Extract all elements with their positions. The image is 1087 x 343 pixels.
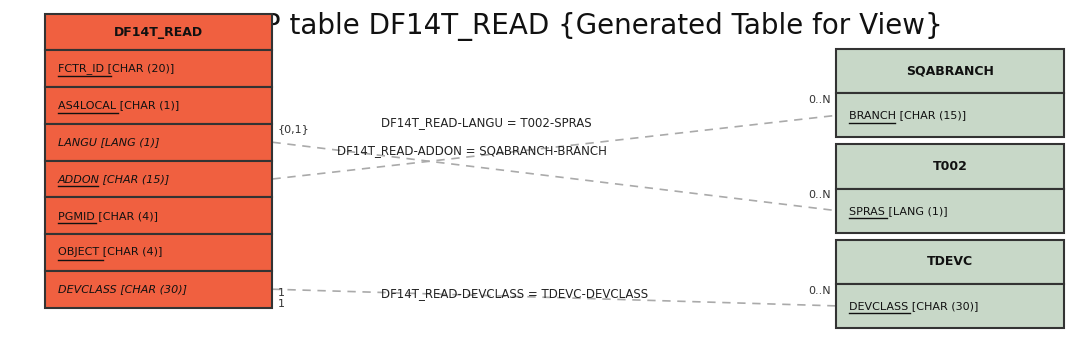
Text: 0..N: 0..N [809,286,830,296]
Text: BRANCH [CHAR (15)]: BRANCH [CHAR (15)] [849,110,966,120]
Text: DF14T_READ-ADDON = SQABRANCH-BRANCH: DF14T_READ-ADDON = SQABRANCH-BRANCH [337,144,608,157]
Text: AS4LOCAL [CHAR (1)]: AS4LOCAL [CHAR (1)] [58,100,179,110]
Text: 0..N: 0..N [809,95,830,105]
Bar [836,144,1064,189]
Bar [836,93,1064,138]
Text: {0,1}: {0,1} [278,124,310,134]
Bar [45,161,273,197]
Text: DEVCLASS [CHAR (30)]: DEVCLASS [CHAR (30)] [58,284,187,294]
Text: DF14T_READ-LANGU = T002-SPRAS: DF14T_READ-LANGU = T002-SPRAS [380,116,591,129]
Bar [45,14,273,50]
Text: OBJECT [CHAR (4)]: OBJECT [CHAR (4)] [58,247,162,258]
Text: T002: T002 [933,160,967,173]
Bar [836,49,1064,93]
Text: SAP ABAP table DF14T_READ {Generated Table for View}: SAP ABAP table DF14T_READ {Generated Tab… [145,12,942,40]
Bar [45,50,273,87]
Bar [836,239,1064,284]
Text: FCTR_ID [CHAR (20)]: FCTR_ID [CHAR (20)] [58,63,174,74]
Text: SPRAS [LANG (1)]: SPRAS [LANG (1)] [849,205,948,216]
Text: DF14T_READ: DF14T_READ [114,25,203,38]
Text: ADDON [CHAR (15)]: ADDON [CHAR (15)] [58,174,170,184]
Text: SQABRANCH: SQABRANCH [907,64,994,78]
Text: 0..N: 0..N [809,190,830,200]
Text: PGMID [CHAR (4)]: PGMID [CHAR (4)] [58,211,158,221]
Bar [45,197,273,234]
Bar [45,124,273,161]
Text: LANGU [LANG (1)]: LANGU [LANG (1)] [58,137,160,147]
Bar [45,234,273,271]
Text: 1
1: 1 1 [278,287,285,309]
Text: TDEVC: TDEVC [927,255,973,268]
Bar [45,87,273,124]
Bar [45,271,273,308]
Bar [836,284,1064,328]
Text: DEVCLASS [CHAR (30)]: DEVCLASS [CHAR (30)] [849,301,978,311]
Text: DF14T_READ-DEVCLASS = TDEVC-DEVCLASS: DF14T_READ-DEVCLASS = TDEVC-DEVCLASS [380,287,648,300]
Bar [836,189,1064,233]
